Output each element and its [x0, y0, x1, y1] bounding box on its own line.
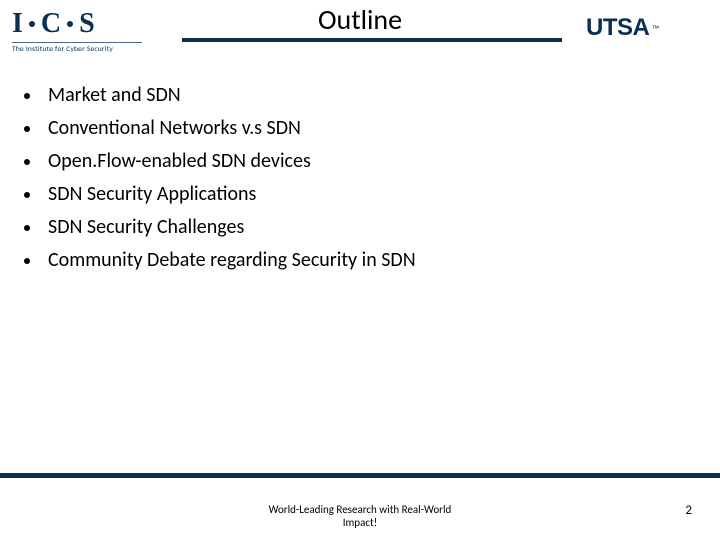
trademark-icon: ™	[651, 24, 659, 33]
bullet-text: SDN Security Challenges	[48, 214, 244, 241]
list-item: Market and SDN	[14, 82, 706, 109]
list-item: Open.Flow-enabled SDN devices	[14, 148, 706, 175]
bullet-icon	[24, 225, 30, 231]
list-item: SDN Security Challenges	[14, 214, 706, 241]
footer-line-1: World-Leading Research with Real-World	[0, 503, 720, 517]
footer-line-2: Impact!	[0, 516, 720, 530]
bullet-text: SDN Security Applications	[48, 181, 256, 208]
footer-tagline: World-Leading Research with Real-World I…	[0, 503, 720, 531]
slide: I C S The Institute for Cyber Security O…	[0, 0, 720, 540]
bullet-icon	[24, 159, 30, 165]
bullet-icon	[24, 258, 30, 264]
bullet-icon	[24, 126, 30, 132]
bullet-text: Open.Flow-enabled SDN devices	[48, 148, 311, 175]
bullet-text: Market and SDN	[48, 82, 181, 109]
title-underline	[182, 38, 562, 42]
utsa-logo: UTSA ™	[586, 14, 706, 42]
bullet-icon	[24, 93, 30, 99]
utsa-logo-text: UTSA	[586, 14, 649, 42]
bullet-list: Market and SDN Conventional Networks v.s…	[14, 82, 706, 274]
list-item: Community Debate regarding Security in S…	[14, 247, 706, 274]
bullet-icon	[24, 192, 30, 198]
list-item: SDN Security Applications	[14, 181, 706, 208]
list-item: Conventional Networks v.s SDN	[14, 115, 706, 142]
slide-content: Market and SDN Conventional Networks v.s…	[14, 82, 706, 280]
bottom-divider	[0, 473, 720, 478]
slide-header: I C S The Institute for Cyber Security O…	[0, 0, 720, 74]
ics-logo-subtitle: The Institute for Cyber Security	[12, 42, 142, 54]
bullet-text: Conventional Networks v.s SDN	[48, 115, 301, 142]
page-number: 2	[685, 503, 692, 518]
bullet-text: Community Debate regarding Security in S…	[48, 247, 416, 274]
